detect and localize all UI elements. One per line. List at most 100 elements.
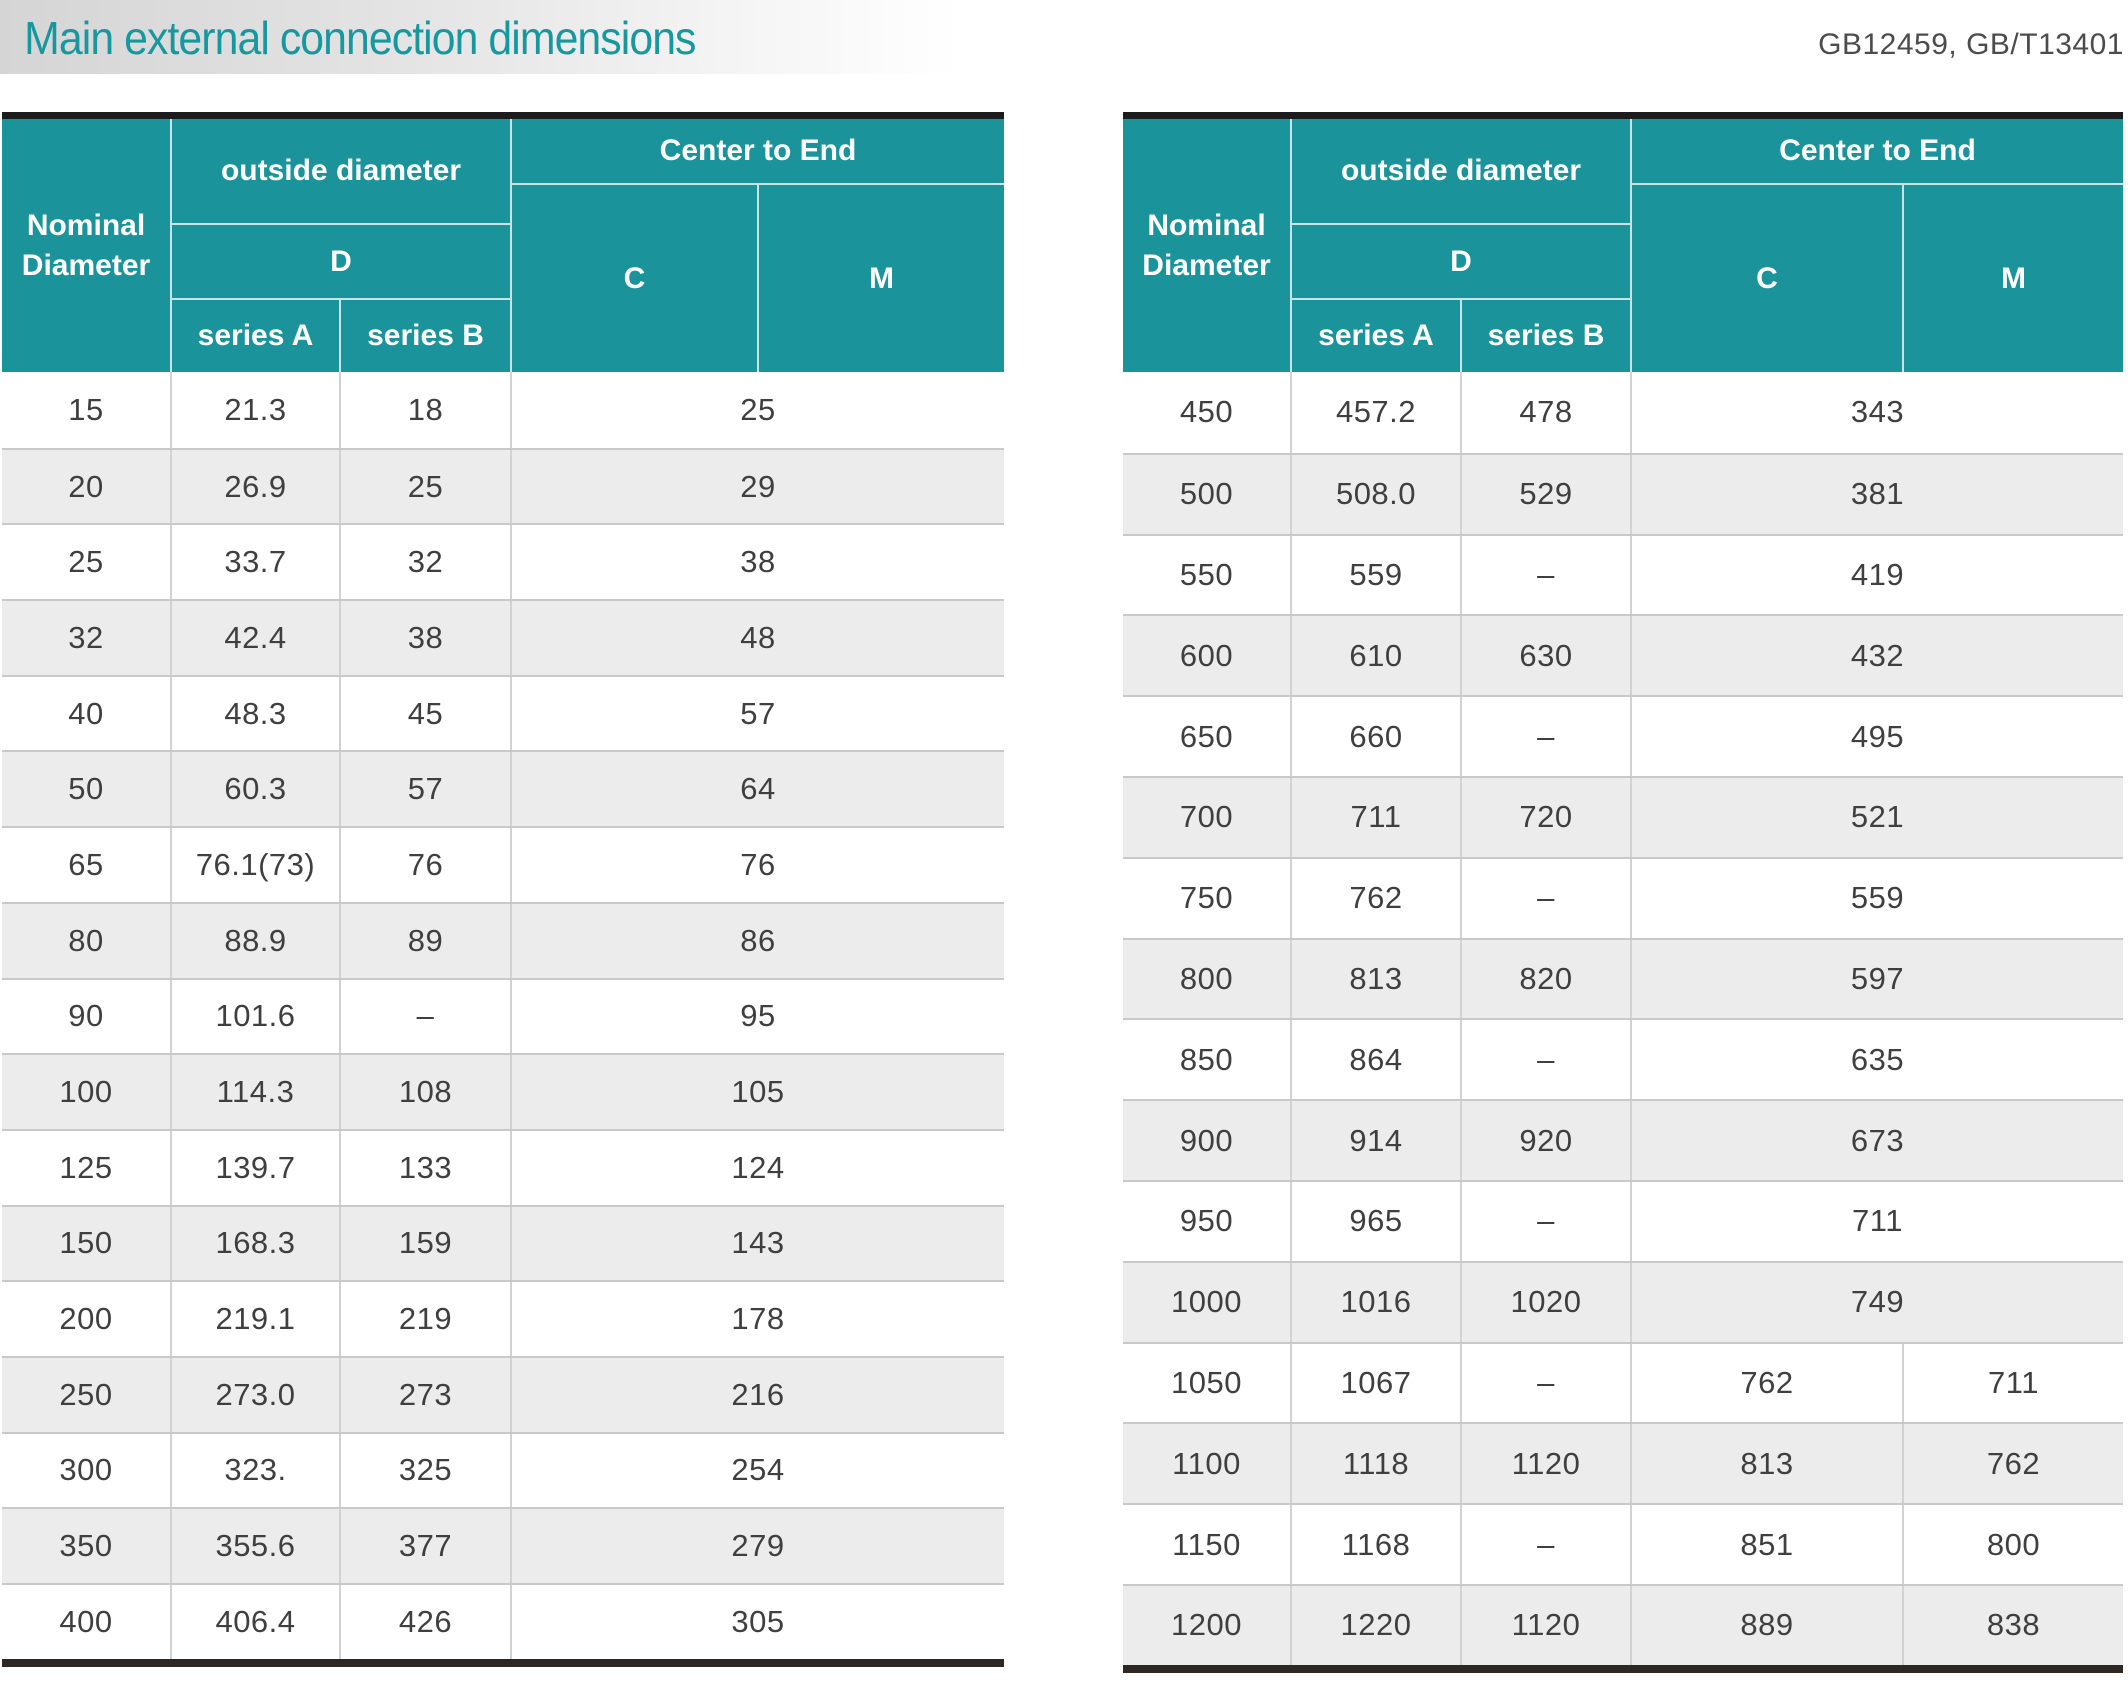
cell-series-a: 1168: [1290, 1505, 1460, 1584]
header-m: M: [1902, 185, 2123, 372]
cell-nominal-diameter: 200: [59, 1301, 113, 1337]
cell-series-a: 76.1(73): [170, 828, 339, 902]
cell-series-b: 325: [339, 1433, 510, 1508]
table-row: 500 508.0 529 381: [1123, 452, 2123, 534]
table-row: 15 21.3 18 25: [2, 372, 1004, 448]
cell-m: 711: [1902, 1343, 2123, 1423]
cell-c: 124: [510, 1130, 1004, 1205]
cell-c: 495: [1630, 697, 2123, 776]
cell-c: 305: [510, 1585, 1004, 1659]
table-row: 1150 1168 – 851 800: [1123, 1503, 2123, 1584]
cell-c: 762: [1630, 1343, 1902, 1423]
cell-series-a: 139.7: [170, 1130, 339, 1205]
cell-series-a: 101.6: [170, 979, 339, 1054]
cell-series-a: 406.4: [170, 1585, 339, 1659]
cell-c: 25: [510, 372, 1004, 448]
cell-c: 57: [510, 676, 1004, 751]
header-series-b: series B: [339, 300, 510, 372]
cell-nominal-diameter: 250: [59, 1376, 113, 1412]
cell-c: 813: [1630, 1424, 1902, 1504]
table-row: 600 610 630 432: [1123, 614, 2123, 696]
table-row: 550 559 – 419: [1123, 533, 2123, 615]
cell-c: 711: [1630, 1181, 2123, 1261]
cell-nominal-diameter: 550: [1179, 556, 1234, 592]
cell-c: 635: [1630, 1020, 2123, 1100]
table-header: Nominal Diameter outside diameter D seri…: [2, 119, 1004, 372]
table-row: 80 88.9 89 86: [2, 901, 1004, 978]
table-header: Nominal Diameter outside diameter D seri…: [1123, 119, 2123, 372]
header-center-to-end: Center to End: [1630, 119, 2123, 185]
table-body: 15 21.3 18 25 20 26.9 25 29 25 33.7 32 3…: [2, 372, 1004, 1659]
cell-c: 38: [510, 525, 1004, 600]
cell-nominal-diameter: 15: [68, 391, 104, 427]
header-nominal-diameter: Nominal Diameter: [1142, 208, 1271, 282]
table-row: 65 76.1(73) 76 76: [2, 826, 1004, 902]
table-row: 750 762 – 559: [1123, 856, 2123, 938]
cell-series-b: 108: [339, 1055, 510, 1129]
title-bar: Main external connection dimensions: [0, 0, 962, 74]
cell-series-b: 57: [339, 752, 510, 827]
table-row: 200 219.1 219 178: [2, 1280, 1004, 1356]
table-row: 350 355.6 377 279: [2, 1507, 1004, 1583]
cell-c: 95: [510, 979, 1004, 1054]
cell-nominal-diameter: 800: [1179, 960, 1234, 996]
cell-nominal-diameter: 50: [68, 771, 104, 807]
cell-series-a: 273.0: [170, 1357, 339, 1432]
table-row: 450 457.2 478 343: [1123, 372, 2123, 453]
cell-c: 86: [510, 903, 1004, 978]
table-body: 450 457.2 478 343 500 508.0 529 381 550 …: [1123, 372, 2123, 1665]
cell-series-a: 1118: [1290, 1424, 1460, 1504]
cell-series-a: 42.4: [170, 601, 339, 675]
cell-series-b: –: [1460, 1181, 1630, 1261]
cell-c: 279: [510, 1509, 1004, 1583]
cell-c: 254: [510, 1433, 1004, 1508]
header-m: M: [757, 185, 1004, 372]
cell-series-a: 60.3: [170, 752, 339, 827]
cell-nominal-diameter: 350: [59, 1528, 113, 1564]
cell-series-a: 114.3: [170, 1055, 339, 1129]
table-row: 1050 1067 – 762 711: [1123, 1341, 2123, 1423]
cell-series-a: 26.9: [170, 449, 339, 524]
cell-c: 673: [1630, 1101, 2123, 1180]
cell-nominal-diameter: 150: [59, 1225, 113, 1261]
cell-series-b: 1120: [1460, 1585, 1630, 1665]
cell-series-a: 88.9: [170, 903, 339, 978]
cell-series-b: 133: [339, 1130, 510, 1205]
cell-nominal-diameter: 850: [1179, 1041, 1234, 1077]
cell-c: 432: [1630, 616, 2123, 696]
cell-series-a: 21.3: [170, 372, 339, 448]
cell-series-b: 1120: [1460, 1424, 1630, 1504]
cell-c: 343: [1630, 372, 2123, 453]
table-row: 950 965 – 711: [1123, 1179, 2123, 1261]
cell-series-b: 377: [339, 1509, 510, 1583]
cell-nominal-diameter: 1150: [1172, 1526, 1241, 1562]
cell-series-a: 559: [1290, 535, 1460, 615]
cell-series-a: 168.3: [170, 1206, 339, 1281]
cell-series-b: 529: [1460, 454, 1630, 534]
cell-nominal-diameter: 80: [68, 922, 104, 958]
cell-c: 178: [510, 1282, 1004, 1356]
cell-series-b: 478: [1460, 372, 1630, 453]
cell-series-b: –: [1460, 858, 1630, 938]
cell-series-b: 1020: [1460, 1262, 1630, 1342]
table-row: 50 60.3 57 64: [2, 750, 1004, 827]
table-row: 1000 1016 1020 749: [1123, 1260, 2123, 1342]
cell-c: 48: [510, 601, 1004, 675]
cell-nominal-diameter: 900: [1179, 1122, 1234, 1158]
cell-series-b: 18: [339, 372, 510, 448]
cell-series-b: –: [1460, 1343, 1630, 1423]
header-d: D: [170, 225, 510, 300]
cell-m: 838: [1902, 1585, 2123, 1665]
table-row: 850 864 – 635: [1123, 1018, 2123, 1100]
cell-m: 800: [1902, 1505, 2123, 1584]
cell-series-b: 45: [339, 676, 510, 751]
table-row: 800 813 820 597: [1123, 937, 2123, 1019]
cell-c: 521: [1630, 777, 2123, 857]
cell-series-a: 914: [1290, 1101, 1460, 1180]
cell-nominal-diameter: 500: [1179, 476, 1234, 512]
cell-series-b: –: [339, 979, 510, 1054]
cell-series-a: 219.1: [170, 1282, 339, 1356]
cell-nominal-diameter: 700: [1179, 799, 1234, 835]
cell-series-b: 76: [339, 828, 510, 902]
dimensions-table-dn450-1200: Nominal Diameter outside diameter D seri…: [1123, 112, 2123, 1673]
